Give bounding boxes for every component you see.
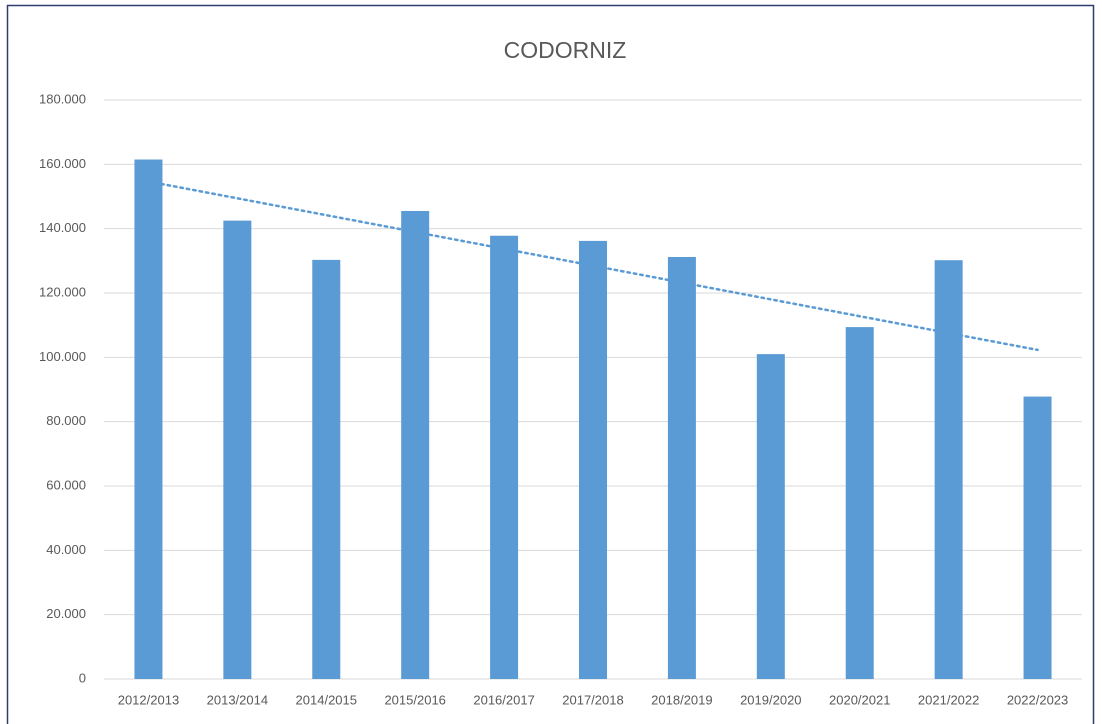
y-tick-label: 140.000	[39, 220, 86, 235]
x-tick-label: 2012/2013	[118, 692, 179, 707]
x-tick-label: 2020/2021	[829, 692, 890, 707]
x-tick-label: 2013/2014	[207, 692, 268, 707]
bar	[667, 256, 696, 679]
chart-border	[6, 4, 1095, 724]
x-tick-label: 2014/2015	[296, 692, 357, 707]
bar	[223, 220, 252, 679]
y-tick-label: 20.000	[46, 606, 86, 621]
bar	[490, 235, 519, 679]
bar	[134, 159, 163, 680]
bar	[845, 327, 874, 679]
x-tick-label: 2015/2016	[384, 692, 445, 707]
y-tick-label: 40.000	[46, 542, 86, 557]
y-tick-label: 120.000	[39, 284, 86, 299]
y-tick-label: 0	[79, 670, 86, 685]
bar	[756, 354, 785, 679]
x-tick-label: 2017/2018	[562, 692, 623, 707]
bar	[312, 259, 341, 679]
chart-title: CODORNIZ	[504, 37, 627, 63]
x-tick-label: 2018/2019	[651, 692, 712, 707]
bar	[1023, 396, 1052, 679]
x-tick-label: 2019/2020	[740, 692, 801, 707]
x-tick-label: 2021/2022	[918, 692, 979, 707]
bar	[401, 210, 430, 679]
trendline	[147, 180, 1039, 352]
y-tick-label: 180.000	[39, 91, 86, 106]
bar	[934, 260, 963, 679]
y-tick-label: 60.000	[46, 477, 86, 492]
y-tick-label: 160.000	[39, 156, 86, 171]
x-tick-label: 2016/2017	[473, 692, 534, 707]
x-tick-label: 2022/2023	[1007, 692, 1068, 707]
bar	[579, 240, 607, 679]
y-tick-label: 80.000	[46, 413, 86, 428]
y-tick-label: 100.000	[39, 349, 86, 364]
